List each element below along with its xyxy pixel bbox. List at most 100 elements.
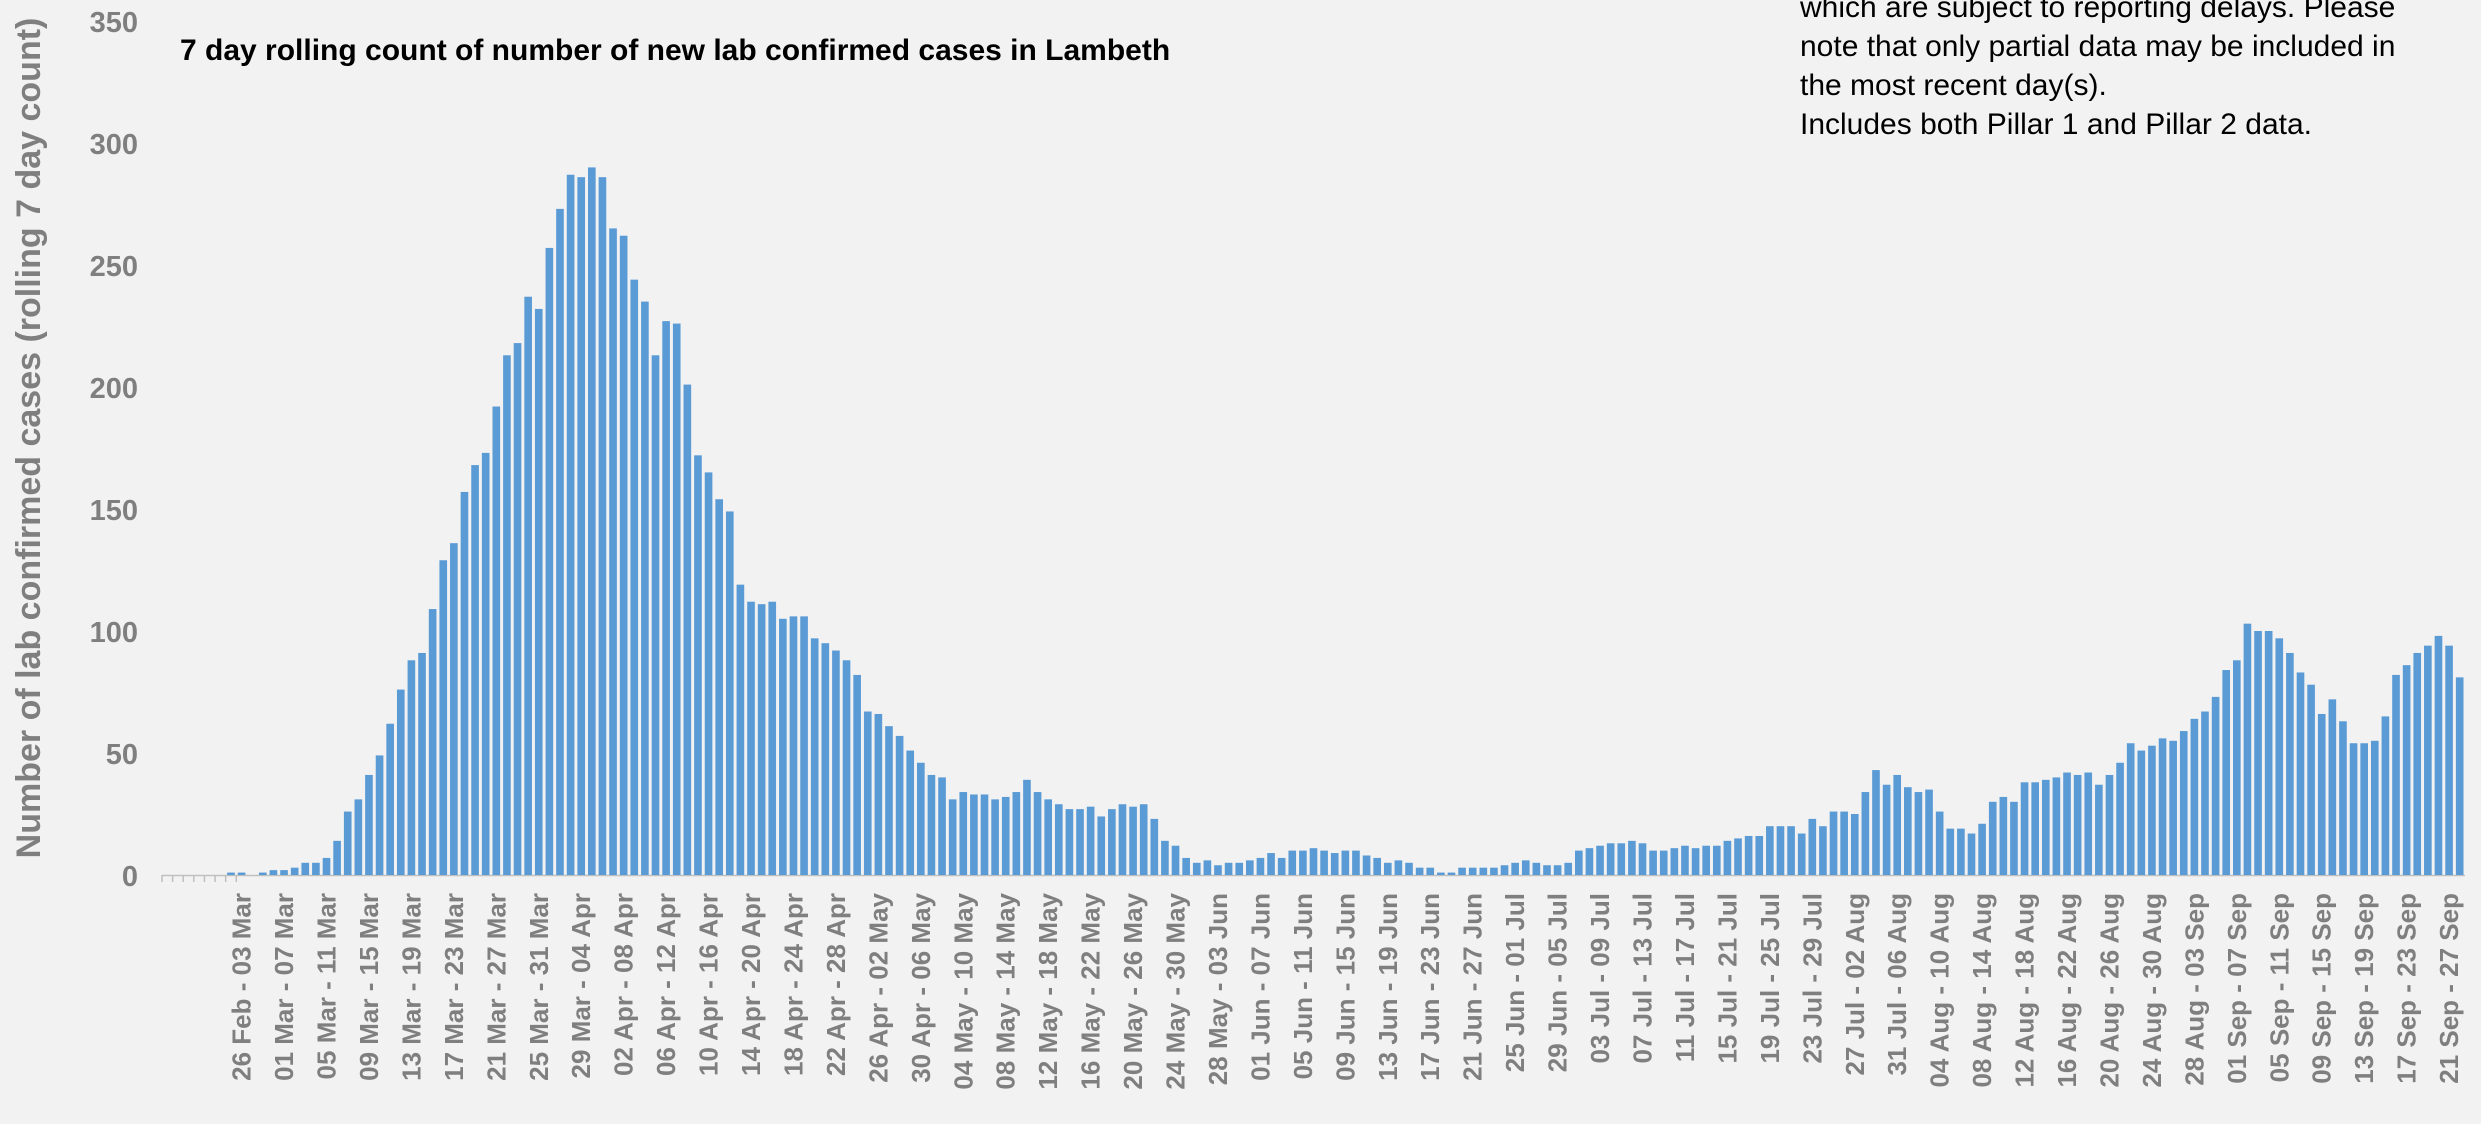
x-tick-label: 10 Apr - 16 Apr: [694, 893, 724, 1076]
bar: [1500, 865, 1509, 875]
x-tick-label: 13 Sep - 19 Sep: [2349, 893, 2379, 1084]
bar: [343, 811, 352, 875]
x-tick-label: 18 Apr - 24 Apr: [778, 893, 808, 1076]
bar: [810, 638, 819, 875]
y-tick-label: 50: [106, 739, 138, 771]
bar: [1065, 809, 1074, 875]
bar: [471, 465, 479, 875]
bar: [396, 689, 405, 875]
bar: [1235, 862, 1244, 875]
bar: [503, 355, 511, 875]
bar: [1904, 787, 1912, 875]
bar: [1819, 826, 1827, 875]
bar: [1352, 850, 1360, 875]
bar: [1681, 845, 1689, 875]
bar: [556, 208, 564, 875]
bar: [991, 799, 999, 875]
x-tick-label: 13 Mar - 19 Mar: [396, 893, 426, 1081]
bar: [2158, 738, 2167, 875]
bar: [1999, 796, 2008, 875]
bar: [2073, 774, 2082, 875]
bar: [1734, 838, 1742, 875]
bar: [2402, 665, 2411, 875]
bar: [1829, 811, 1838, 875]
bar: [1001, 796, 1010, 875]
bar: [1946, 828, 1955, 875]
bar: [694, 455, 702, 875]
bar: [1288, 850, 1297, 875]
bar: [1129, 806, 1137, 875]
bar: [2296, 672, 2305, 875]
x-tick-label: 03 Jul - 09 Jul: [1585, 893, 1615, 1064]
bar: [821, 643, 830, 875]
x-tick-label: 31 Jul - 06 Aug: [1882, 893, 1912, 1076]
bar: [1023, 779, 1031, 875]
bar: [1214, 865, 1222, 875]
bar: [1054, 804, 1063, 875]
bar: [2349, 743, 2358, 875]
bar: [1383, 862, 1392, 875]
x-tick-label: 26 Apr - 02 May: [863, 892, 893, 1082]
note-line: Includes both Pillar 1 and Pillar 2 data…: [1800, 108, 2312, 141]
bar: [524, 296, 532, 876]
bar: [259, 872, 267, 875]
bar: [407, 660, 416, 875]
bar: [322, 857, 331, 875]
bar: [1957, 828, 1965, 875]
bar: [460, 491, 469, 875]
bar: [1638, 843, 1647, 875]
x-axis-minor-ticks: [161, 875, 238, 882]
bar: [439, 560, 448, 875]
bar: [428, 609, 437, 875]
bar: [534, 308, 543, 875]
bar: [1394, 860, 1403, 875]
bar: [1447, 872, 1456, 875]
y-tick-label: 200: [90, 373, 138, 405]
bar: [874, 713, 883, 875]
bar: [1309, 848, 1318, 875]
x-tick-label: 29 Mar - 04 Apr: [566, 893, 596, 1078]
x-tick-label: 14 Apr - 20 Apr: [736, 893, 766, 1076]
x-tick-label: 16 May - 22 May: [1076, 892, 1106, 1089]
bar: [269, 870, 278, 875]
bar: [1415, 867, 1424, 875]
chart-note: which are subject to reporting delays. P…: [1800, 0, 2481, 144]
bar: [1893, 774, 1902, 875]
bar: [2233, 660, 2241, 875]
bar: [1330, 853, 1339, 875]
bar: [1171, 845, 1180, 875]
x-tick-label: 09 Sep - 15 Sep: [2307, 893, 2337, 1084]
bar: [1044, 799, 1052, 875]
bar: [2286, 652, 2294, 875]
bar: [1861, 792, 1870, 875]
x-tick-label: 08 May - 14 May: [991, 892, 1021, 1089]
bar: [779, 618, 787, 875]
bar: [1776, 826, 1785, 875]
y-tick-label: 350: [90, 7, 138, 39]
bar: [959, 792, 968, 875]
bar: [672, 323, 681, 875]
bar: [290, 867, 299, 875]
bar: [938, 777, 946, 875]
bar: [2381, 716, 2390, 875]
bar: [2445, 645, 2453, 875]
bar: [1426, 867, 1435, 875]
bar: [492, 406, 501, 875]
bar: [1458, 867, 1466, 875]
bar: [1702, 845, 1710, 875]
bar: [2434, 635, 2443, 875]
x-tick-label: 26 Feb - 03 Mar: [227, 893, 257, 1081]
x-tick-label: 25 Jun - 01 Jul: [1500, 893, 1530, 1072]
bar: [948, 799, 957, 875]
x-tick-label: 04 Aug - 10 Aug: [1925, 893, 1955, 1088]
x-tick-label: 17 Jun - 23 Jun: [1415, 893, 1445, 1081]
bar: [725, 511, 734, 875]
bar: [683, 384, 692, 875]
y-axis-title: Number of lab confirmed cases (rolling 7…: [10, 18, 48, 859]
x-tick-label: 17 Mar - 23 Mar: [439, 893, 469, 1081]
bar: [481, 452, 490, 875]
bar: [1108, 809, 1116, 875]
bar: [651, 355, 660, 875]
bar: [1628, 840, 1636, 875]
